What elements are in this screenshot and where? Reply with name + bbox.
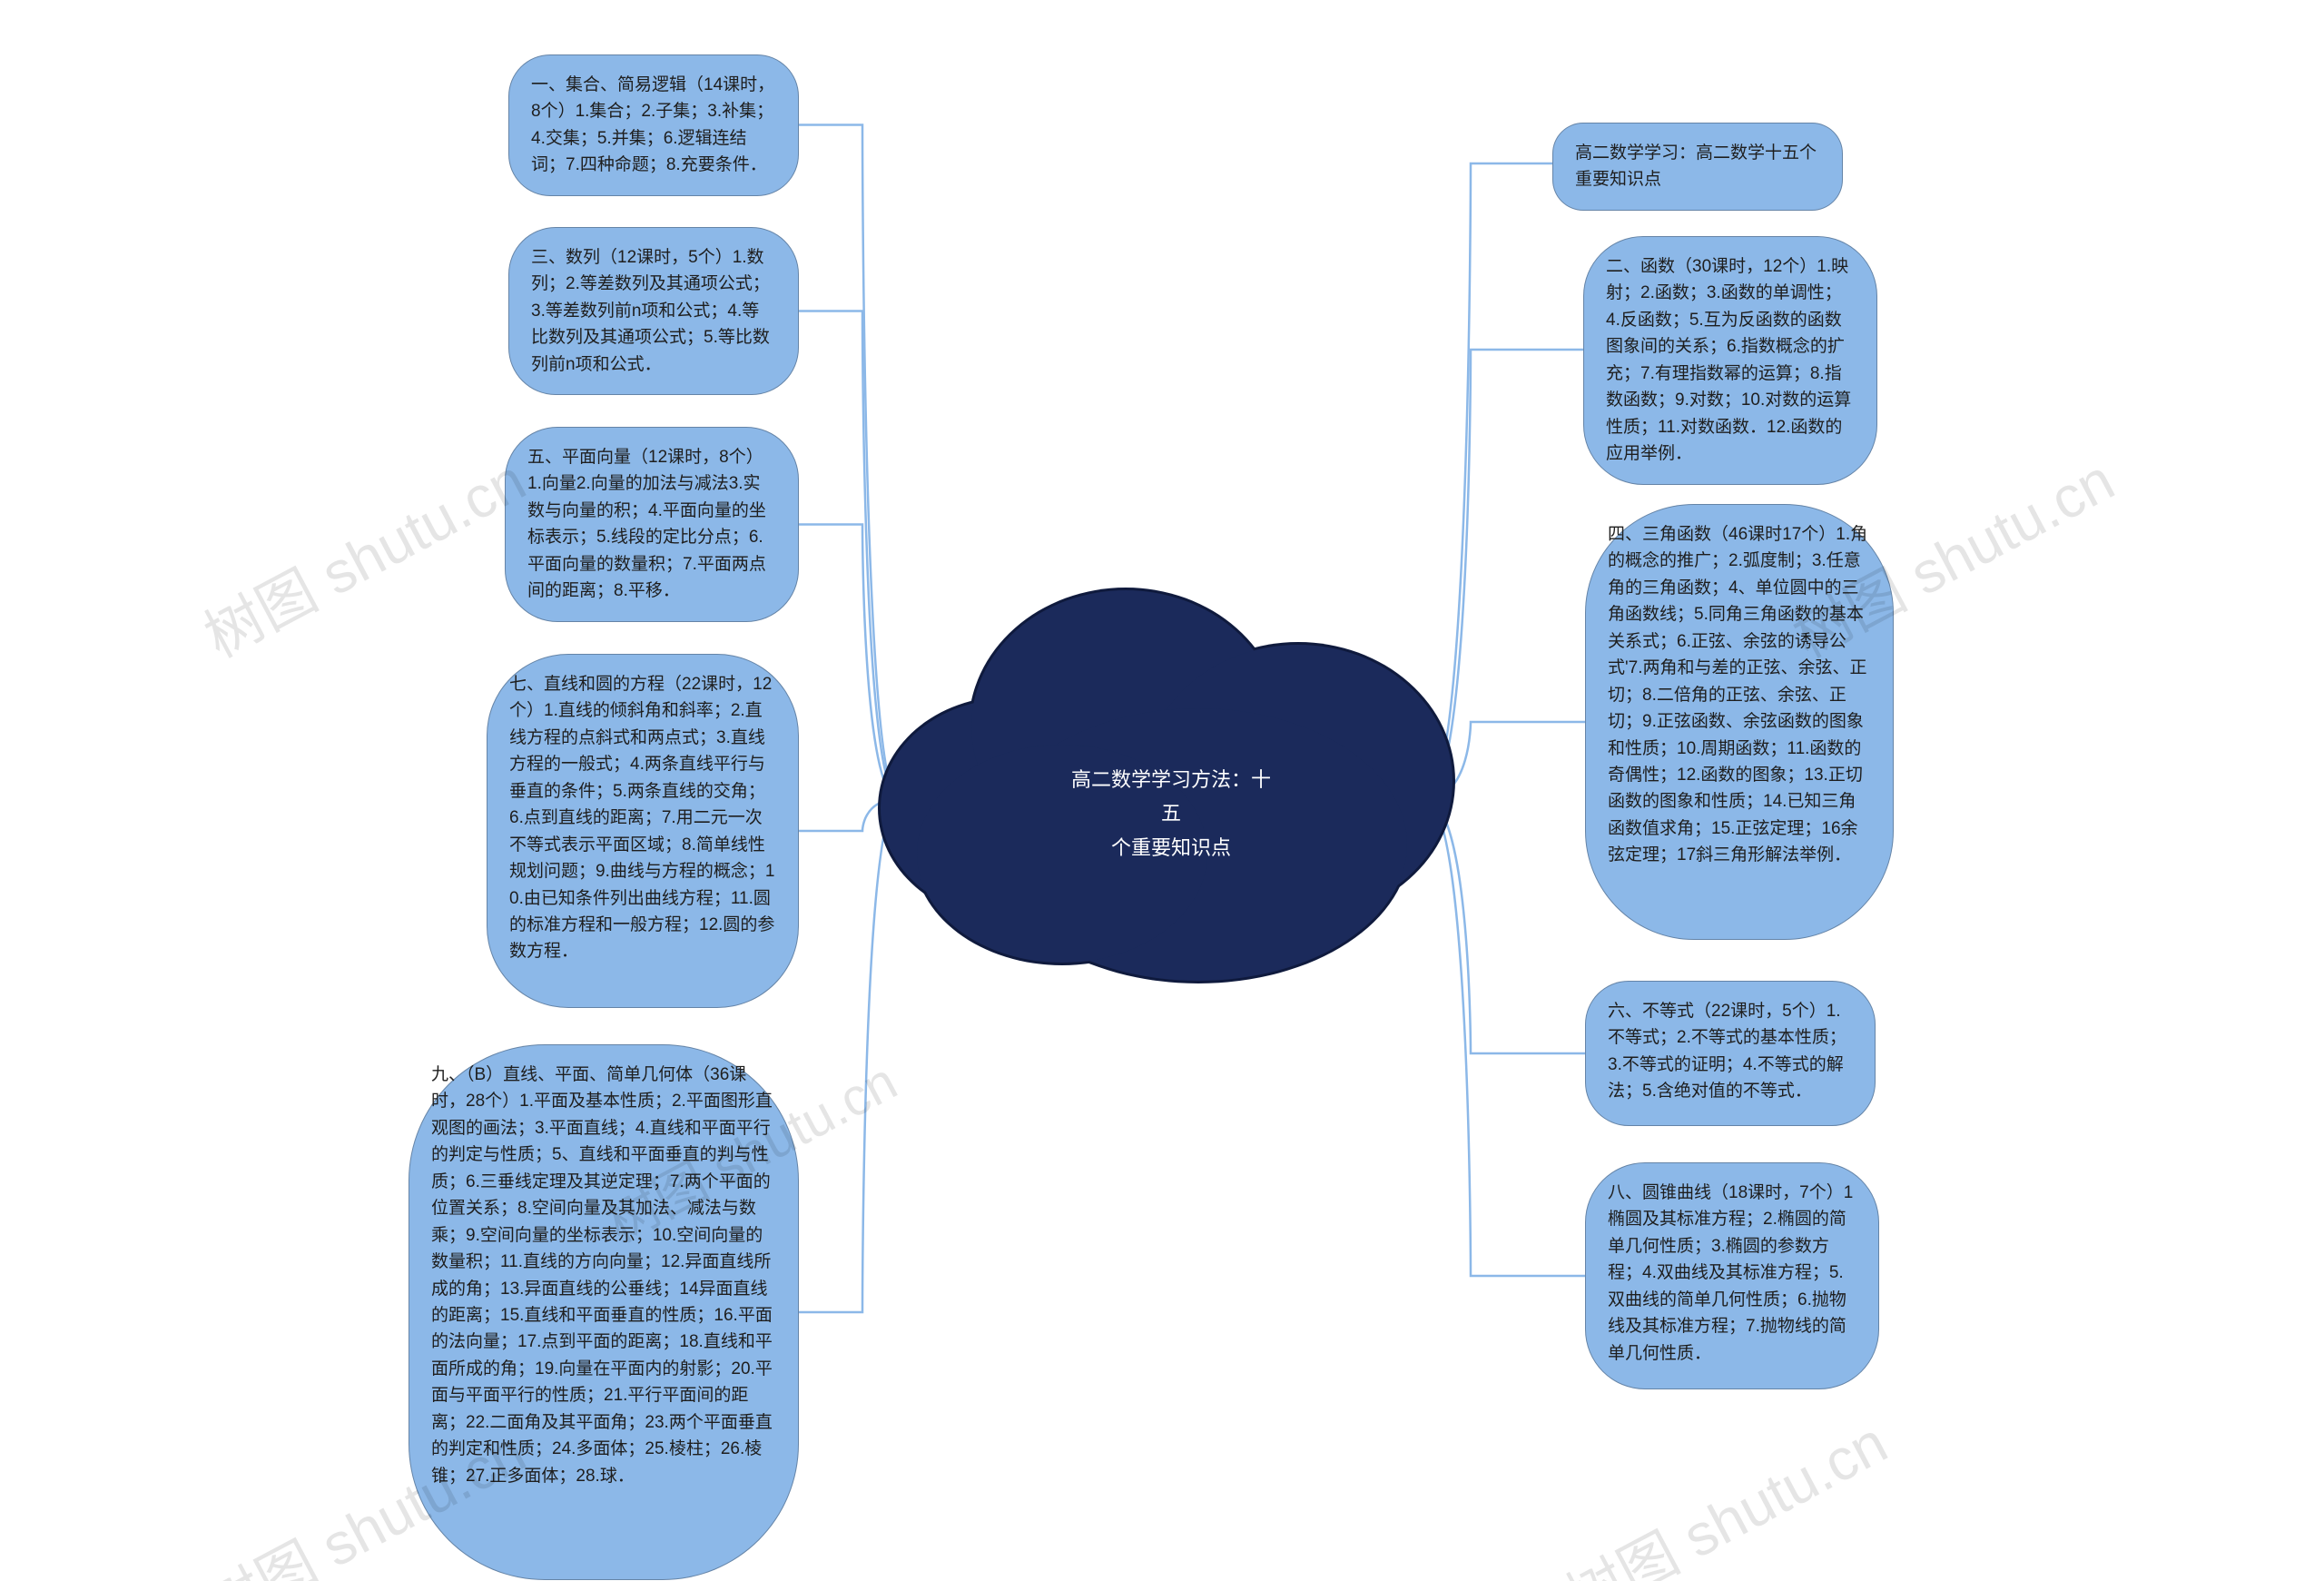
mindmap-node[interactable]: 五、平面向量（12课时，8个）1.向量2.向量的加法与减法3.实数与向量的积；4… — [505, 427, 799, 622]
mindmap-node[interactable]: 三、数列（12课时，5个）1.数列；2.等差数列及其通项公式；3.等差数列前n项… — [508, 227, 799, 395]
watermark: 树图 shutu.cn — [1550, 1398, 1900, 1581]
mindmap-node[interactable]: 高二数学学习：高二数学十五个重要知识点 — [1552, 123, 1843, 211]
mindmap-node[interactable]: 六、不等式（22课时，5个）1.不等式；2.不等式的基本性质；3.不等式的证明；… — [1585, 981, 1876, 1126]
mindmap-node[interactable]: 八、圆锥曲线（18课时，7个）1椭圆及其标准方程；2.椭圆的简单几何性质；3.椭… — [1585, 1162, 1879, 1389]
center-title: 高二数学学习方法：十五个重要知识点 — [1062, 763, 1280, 865]
mindmap-node[interactable]: 一、集合、简易逻辑（14课时，8个）1.集合；2.子集；3.补集；4.交集；5.… — [508, 54, 799, 196]
mindmap-node[interactable]: 二、函数（30课时，12个）1.映射；2.函数；3.函数的单调性；4.反函数；5… — [1583, 236, 1877, 485]
mindmap-node[interactable]: 七、直线和圆的方程（22课时，12个）1.直线的倾斜角和斜率；2.直线方程的点斜… — [487, 654, 799, 1008]
mindmap-node[interactable]: 九、（B）直线、平面、简单几何体（36课时，28个）1.平面及基本性质；2.平面… — [409, 1044, 799, 1580]
watermark: 树图 shutu.cn — [188, 435, 538, 674]
mindmap-node[interactable]: 四、三角函数（46课时17个）1.角的概念的推广；2.弧度制；3.任意角的三角函… — [1585, 504, 1894, 940]
